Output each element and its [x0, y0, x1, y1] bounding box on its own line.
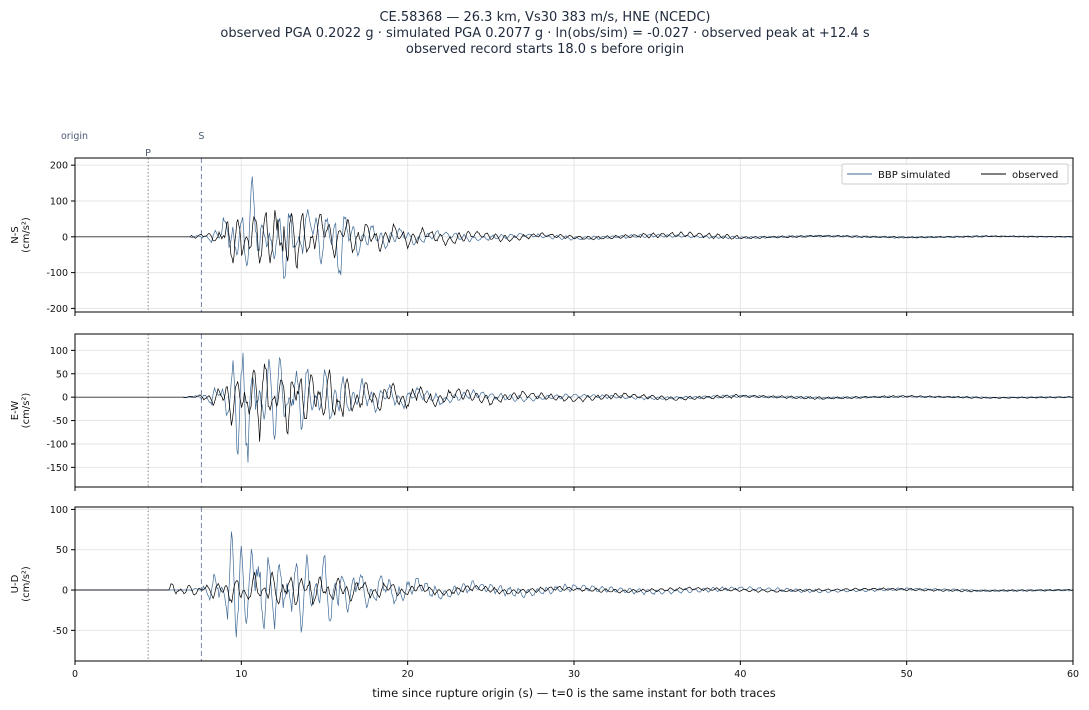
x-tick-label: 30: [568, 669, 580, 680]
x-tick-label: 20: [402, 669, 414, 680]
y-tick-label: 100: [50, 346, 68, 357]
y-axis-label-line-1: N-S: [10, 226, 21, 243]
panel-e-w: -150 -100 -50 0 50 100 E-W(cm/s²): [10, 333, 1074, 491]
p-marker-label: P: [145, 148, 151, 159]
y-tick-label: -50: [52, 416, 68, 427]
x-axis-label: time since rupture origin (s) — t=0 is t…: [372, 686, 776, 700]
legend-label-simulated: BBP simulated: [878, 170, 950, 181]
trace-simulated-e-w: [75, 352, 1073, 463]
x-tick-label: 40: [734, 669, 746, 680]
trace-observed-u-d: [75, 571, 1073, 605]
y-axis-label-line-2: (cm/s²): [21, 217, 32, 253]
y-tick-label: -100: [46, 268, 68, 279]
y-tick-label: -150: [46, 463, 68, 474]
y-tick-label: 100: [50, 505, 68, 516]
legend: BBP simulated observed: [841, 163, 1069, 185]
y-axis-label: N-S(cm/s²): [10, 217, 32, 253]
trace-simulated-u-d: [75, 531, 1073, 638]
panel-u-d: -50 0 50 100 0 10 20 30 40 50 60 U-D(cm/s²): [10, 505, 1079, 680]
trace-observed-e-w: [75, 363, 1073, 442]
x-tick-label: 50: [901, 669, 913, 680]
y-tick-label: -50: [52, 626, 68, 637]
chart-title-line-1: CE.58368 — 26.3 km, Vs30 383 m/s, HNE (N…: [379, 10, 710, 25]
y-axis-label: U-D(cm/s²): [10, 566, 32, 602]
legend-box: [841, 163, 1069, 185]
y-tick-label: 100: [50, 196, 68, 207]
chart-title-line-2: observed PGA 0.2022 g · simulated PGA 0.…: [220, 26, 869, 41]
origin-marker-label: origin: [61, 131, 88, 142]
y-tick-label: -200: [46, 304, 68, 315]
y-axis-label-line-2: (cm/s²): [21, 393, 32, 429]
y-tick-label: -100: [46, 439, 68, 450]
y-tick-label: 0: [62, 393, 68, 404]
y-axis-label-line-2: (cm/s²): [21, 566, 32, 602]
x-tick-label: 10: [235, 669, 247, 680]
chart-title-line-3: observed record starts 18.0 s before ori…: [406, 42, 684, 57]
y-tick-label: 50: [56, 369, 68, 380]
y-axis-label-line-1: U-D: [10, 574, 21, 593]
y-axis-label-line-1: E-W: [10, 401, 21, 421]
y-tick-label: 200: [50, 161, 68, 172]
x-tick-label: 0: [72, 669, 78, 680]
s-marker-label: S: [198, 131, 204, 142]
y-tick-label: 50: [56, 545, 68, 556]
y-tick-label: 0: [62, 586, 68, 597]
y-tick-label: 0: [62, 232, 68, 243]
y-axis-label: E-W(cm/s²): [10, 393, 32, 429]
legend-label-observed: observed: [1012, 170, 1058, 181]
panel-n-s: -200 -100 0 100 200 N-S(cm/s²) BBP simulated ob…: [10, 157, 1074, 316]
trace-observed-n-s: [75, 210, 1073, 270]
x-tick-label: 60: [1067, 669, 1079, 680]
